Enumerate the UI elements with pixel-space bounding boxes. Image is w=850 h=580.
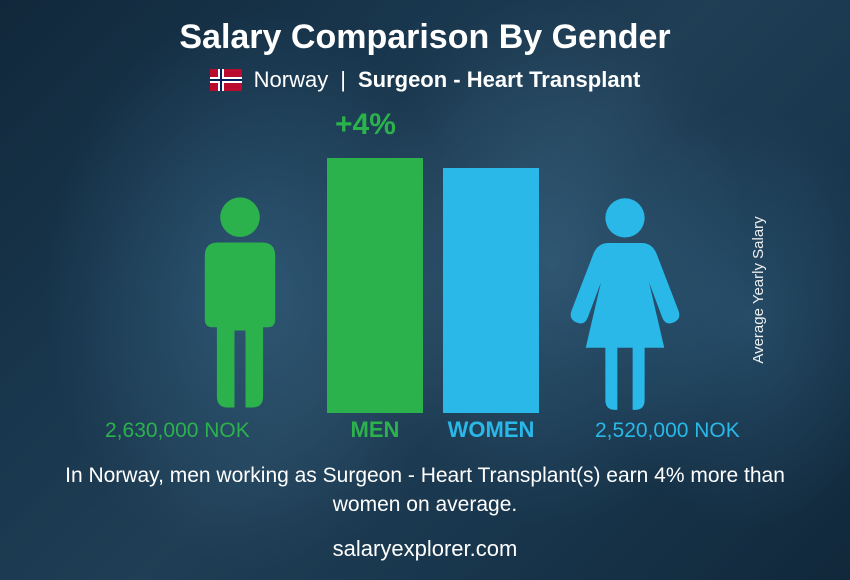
woman-icon	[565, 193, 685, 413]
chart-area: +4% 2,630,000 NOK MEN WOMEN 2,520,000 NO…	[65, 113, 785, 443]
caption-text: In Norway, men working as Surgeon - Hear…	[60, 461, 790, 520]
subtitle-row: Norway | Surgeon - Heart Transplant	[0, 67, 850, 93]
country-label: Norway	[254, 67, 329, 93]
men-label: MEN	[315, 417, 435, 443]
women-bar	[443, 168, 539, 413]
men-bar	[327, 158, 423, 413]
women-salary: 2,520,000 NOK	[595, 419, 740, 443]
yaxis-label: Average Yearly Salary	[750, 216, 767, 363]
women-label: WOMEN	[431, 417, 551, 443]
source-link[interactable]: salaryexplorer.com	[0, 536, 850, 562]
norway-flag-icon	[210, 69, 242, 91]
percent-diff-label: +4%	[335, 108, 396, 142]
page-title: Salary Comparison By Gender	[0, 0, 850, 57]
man-icon	[185, 193, 295, 413]
men-salary: 2,630,000 NOK	[105, 419, 250, 443]
job-label: Surgeon - Heart Transplant	[358, 67, 640, 93]
separator: |	[340, 67, 346, 93]
